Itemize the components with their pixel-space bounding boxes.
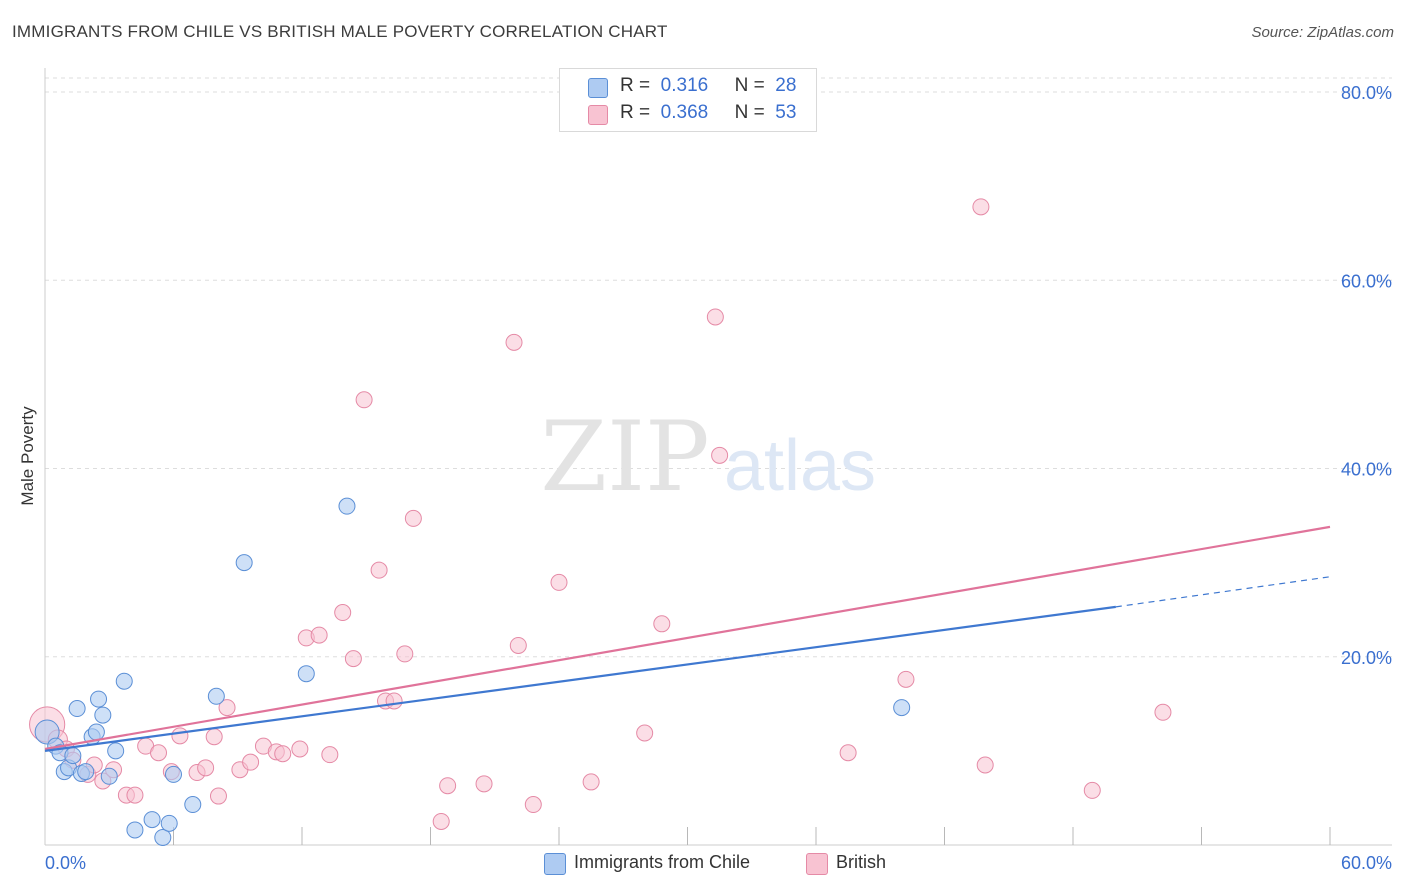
british-point <box>355 391 373 409</box>
british-point <box>385 692 403 710</box>
watermark: ZIP atlas <box>540 401 876 513</box>
chile-trend-line <box>44 605 1116 752</box>
chile-point <box>207 687 225 705</box>
chile-point <box>94 706 112 724</box>
chart-title: IMMIGRANTS FROM CHILE VS BRITISH MALE PO… <box>12 22 668 41</box>
chile-point <box>297 665 315 683</box>
british-point <box>897 670 915 688</box>
british-point <box>550 573 568 591</box>
chile-point <box>87 723 105 741</box>
british-point <box>291 740 309 758</box>
british-point <box>582 773 600 791</box>
british-point <box>150 744 168 762</box>
chile-point <box>115 672 133 690</box>
british-r-value: 0.368 <box>660 102 709 123</box>
british-point <box>505 333 523 351</box>
british-point <box>711 446 729 464</box>
chile-point <box>154 828 172 846</box>
x-tick-label: 60.0% <box>1341 853 1392 873</box>
chile-point <box>107 742 125 760</box>
british-point <box>370 561 388 579</box>
chile-point <box>34 719 60 745</box>
british-point <box>310 626 328 644</box>
chile-point <box>90 690 108 708</box>
chile-points <box>34 497 911 846</box>
chile-point <box>126 821 144 839</box>
n-label: N = <box>734 75 765 96</box>
y-tick-label: 40.0% <box>1341 460 1392 480</box>
british-point <box>209 787 227 805</box>
british-point <box>1154 703 1172 721</box>
tick-labels: 20.0% 40.0% 60.0% 80.0% 0.0% 60.0% <box>45 83 1392 873</box>
british-legend-label: British <box>836 852 887 872</box>
british-trend-line <box>44 525 1331 751</box>
y-tick-label: 20.0% <box>1341 648 1392 668</box>
r-label: R = <box>620 75 651 96</box>
chile-point <box>165 765 182 783</box>
british-point <box>334 604 352 622</box>
chile-legend-label: Immigrants from Chile <box>574 852 751 872</box>
british-point <box>205 728 223 746</box>
n-label: N = <box>734 102 765 123</box>
correlation-legend: R = 0.316 N = 28 R = 0.368 N = 53 <box>559 68 817 132</box>
british-point <box>197 759 215 777</box>
british-point <box>171 727 189 745</box>
british-legend-swatch <box>806 853 828 875</box>
british-point <box>396 645 414 663</box>
chile-swatch <box>588 78 608 98</box>
x-tick-label: 0.0% <box>45 853 86 873</box>
british-point <box>475 775 493 793</box>
british-point <box>344 650 362 668</box>
y-tick-label: 60.0% <box>1341 271 1392 291</box>
british-point <box>972 198 990 216</box>
chile-point <box>100 767 118 785</box>
source-label: Source: ZipAtlas.com <box>1251 24 1394 41</box>
british-point <box>126 786 144 804</box>
british-point <box>242 753 260 771</box>
british-point <box>432 812 450 830</box>
chile-point <box>68 700 86 718</box>
y-tick-label: 80.0% <box>1341 83 1392 103</box>
trend-lines <box>44 525 1331 752</box>
british-points <box>29 198 1172 830</box>
british-point <box>653 615 671 633</box>
chile-n-value: 28 <box>775 75 797 96</box>
british-point <box>439 777 457 795</box>
british-point <box>321 746 339 764</box>
y-axis-label: Male Poverty <box>18 406 37 506</box>
british-point <box>636 724 654 742</box>
british-point <box>218 699 236 717</box>
chile-point <box>184 796 202 814</box>
chile-point <box>160 814 178 832</box>
british-n-value: 53 <box>775 102 797 123</box>
chile-trend-extension <box>1115 576 1331 608</box>
british-point <box>839 744 857 762</box>
chile-point <box>893 699 911 717</box>
british-point <box>524 796 542 814</box>
chile-point <box>235 554 253 572</box>
chile-point <box>64 747 82 765</box>
watermark-atlas: atlas <box>724 426 876 506</box>
british-point <box>509 636 527 654</box>
chile-point <box>338 497 356 515</box>
british-point <box>404 509 422 527</box>
british-point <box>976 756 994 774</box>
chile-point <box>77 763 95 781</box>
watermark-zip: ZIP <box>540 401 709 513</box>
british-point <box>706 308 724 326</box>
chile-legend-swatch <box>544 853 566 875</box>
chile-point <box>143 811 161 829</box>
chile-r-value: 0.316 <box>660 75 709 96</box>
r-label: R = <box>620 102 651 123</box>
british-point <box>1083 781 1101 799</box>
british-point <box>274 745 292 763</box>
british-swatch <box>588 105 608 125</box>
